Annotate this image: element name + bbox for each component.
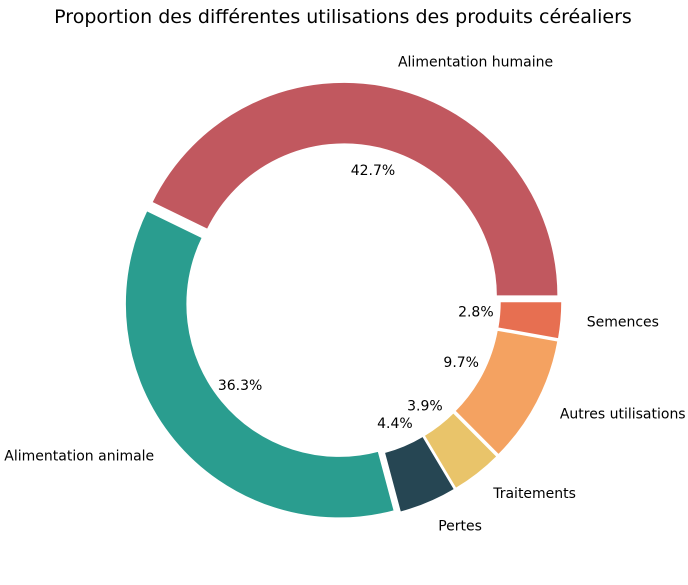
slice-autres-utilisations — [453, 329, 559, 456]
labels-group: Alimentation humaine 42.7% Alimentation an… — [4, 55, 685, 535]
slice-semences — [496, 300, 563, 340]
slice-alimentation-humaine — [150, 81, 559, 297]
label-pertes: Pertes — [438, 518, 482, 534]
label-alimentation-animale: Alimentation animale — [4, 449, 154, 465]
label-traitements: Traitements — [492, 486, 576, 502]
pct-label-traitements: 3.9% — [407, 398, 443, 414]
label-semences: Semences — [587, 315, 659, 331]
pct-label-pertes: 4.4% — [377, 416, 413, 432]
chart-title: Proportion des différentes utilisations … — [54, 6, 632, 28]
slice-traitements — [422, 411, 499, 490]
slice-alimentation-animale — [124, 209, 396, 519]
slice-pertes — [383, 435, 456, 514]
pct-label-alimentation-animale: 36.3% — [218, 378, 262, 394]
label-autres-utilisations: Autres utilisations — [560, 406, 686, 422]
label-alimentation-humaine: Alimentation humaine — [398, 55, 553, 71]
pct-label-autres-utilisations: 9.7% — [443, 355, 479, 371]
pct-label-semences: 2.8% — [458, 305, 494, 321]
pct-label-alimentation-humaine: 42.7% — [351, 163, 395, 179]
slices-group — [124, 81, 563, 519]
